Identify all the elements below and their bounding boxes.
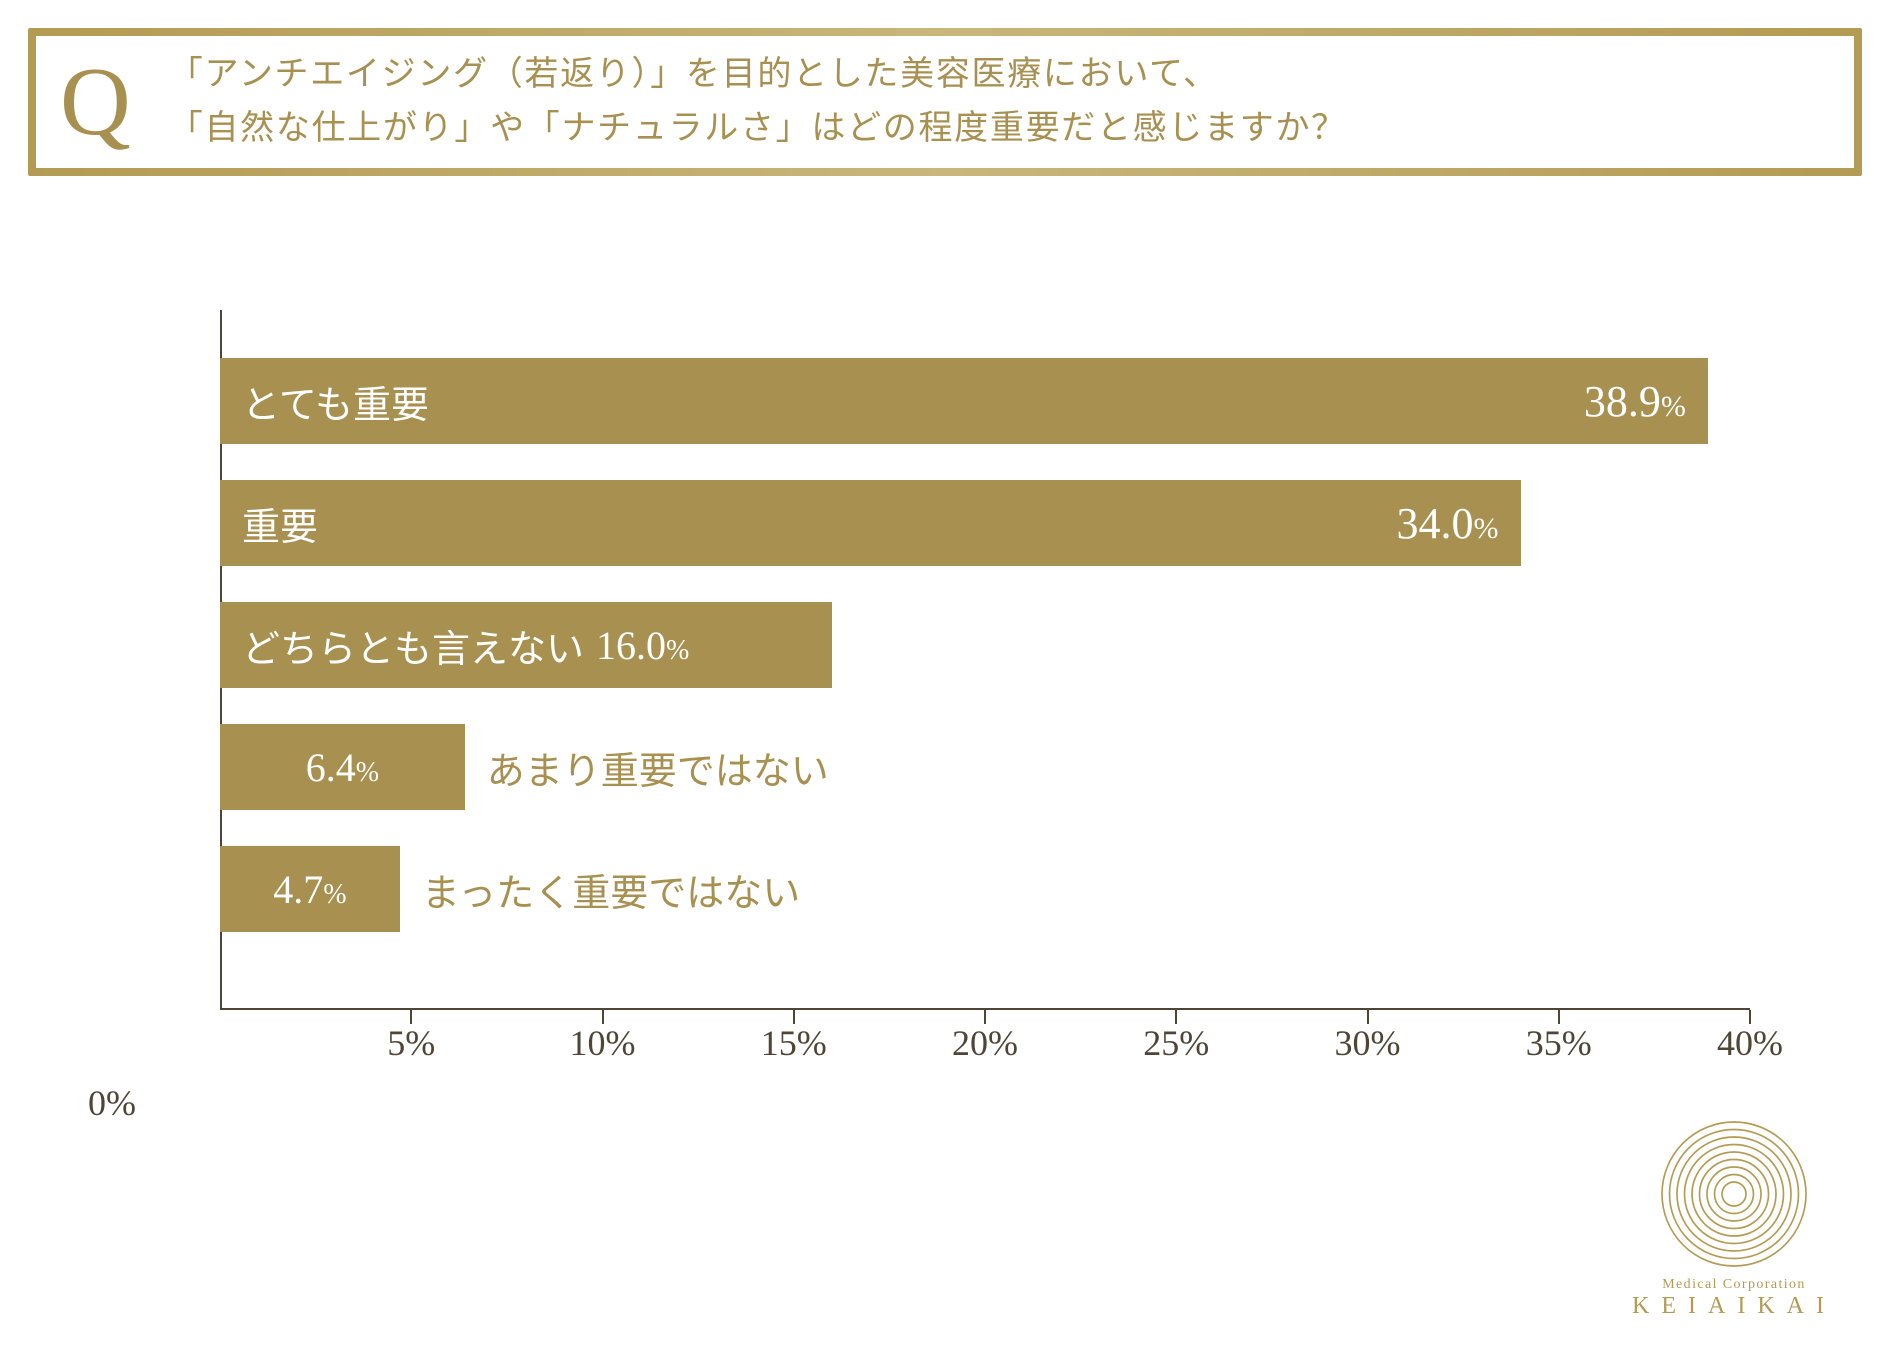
question-marker: Q: [60, 53, 131, 151]
bar-label: どちらとも言えない: [242, 618, 584, 673]
page: Q 「アンチエイジング（若返り）」を目的とした美容医療において、 「自然な仕上が…: [0, 0, 1890, 1350]
x-tick-label: 25%: [1143, 1022, 1209, 1064]
bar: 6.4%: [220, 724, 465, 810]
bar-label: あまり重要ではない: [487, 724, 829, 810]
bar-row: どちらとも言えない 16.0%: [220, 602, 1750, 688]
x-tick-label: 20%: [952, 1022, 1018, 1064]
plot-area: 5%10%15%20%25%30%35%40% とても重要38.9%重要34.0…: [220, 310, 1750, 1010]
brand-logo: Medical Corporation KEIAIKAI: [1632, 1119, 1836, 1320]
bar-value: 34.0%: [1397, 498, 1499, 549]
bar-row: あまり重要ではない 6.4%: [220, 724, 1750, 810]
bar-label: とても重要: [242, 374, 429, 429]
bar: 4.7%: [220, 846, 400, 932]
bar-row: とても重要 38.9%: [220, 358, 1750, 444]
question-box: Q 「アンチエイジング（若返り）」を目的とした美容医療において、 「自然な仕上が…: [36, 36, 1854, 168]
x-tick-label: 30%: [1335, 1022, 1401, 1064]
bar-value: 16.0%: [596, 622, 689, 669]
question-line-2: 「自然な仕上がり」や「ナチュラルさ」はどの程度重要だと感じますか？: [169, 110, 1347, 147]
question-line-1: 「アンチエイジング（若返り）」を目的とした美容医療において、: [169, 56, 1219, 93]
bar-value: 6.4%: [220, 744, 465, 791]
bar-value: 4.7%: [220, 866, 400, 913]
x-tick-label: 5%: [387, 1022, 435, 1064]
bar-value: 38.9%: [1584, 376, 1686, 427]
bar: どちらとも言えない 16.0%: [220, 602, 832, 688]
fingerprint-icon: [1659, 1119, 1809, 1269]
question-box-frame: Q 「アンチエイジング（若返り）」を目的とした美容医療において、 「自然な仕上が…: [28, 28, 1862, 176]
question-text: 「アンチエイジング（若返り）」を目的とした美容医療において、 「自然な仕上がり」…: [169, 48, 1347, 157]
bar-row: 重要 34.0%: [220, 480, 1750, 566]
logo-name: KEIAIKAI: [1632, 1293, 1836, 1320]
logo-subtitle: Medical Corporation: [1632, 1277, 1836, 1293]
bar-chart: 5%10%15%20%25%30%35%40% とても重要38.9%重要34.0…: [130, 310, 1760, 1070]
x-tick-label: 0%: [88, 1082, 136, 1124]
bar-label: 重要: [242, 496, 318, 551]
bar-label: まったく重要ではない: [422, 846, 800, 932]
x-tick-label: 10%: [570, 1022, 636, 1064]
x-tick-label: 15%: [761, 1022, 827, 1064]
x-tick-label: 40%: [1717, 1022, 1783, 1064]
bar-row: まったく重要ではない 4.7%: [220, 846, 1750, 932]
bar: とても重要 38.9%: [220, 358, 1708, 444]
x-tick-label: 35%: [1526, 1022, 1592, 1064]
bar: 重要 34.0%: [220, 480, 1521, 566]
